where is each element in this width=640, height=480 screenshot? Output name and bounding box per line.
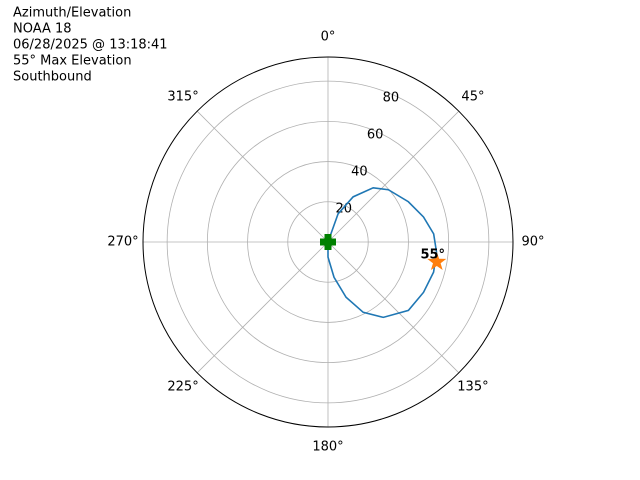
theta-tick-label: 0°: [321, 30, 336, 45]
r-tick-label: 60: [367, 127, 384, 142]
start-marker: [320, 234, 336, 250]
title-line: Southbound: [13, 70, 92, 85]
theta-tick-label: 180°: [312, 440, 343, 455]
title-line: 06/28/2025 @ 13:18:41: [13, 38, 168, 53]
theta-tick-label: 90°: [521, 235, 544, 250]
r-tick-label: 80: [383, 90, 400, 105]
title-line: 55° Max Elevation: [13, 54, 132, 69]
theta-tick-label: 315°: [167, 90, 198, 105]
theta-tick-label: 225°: [167, 379, 198, 394]
theta-tick-label: 270°: [107, 235, 138, 250]
polar-frame: [142, 56, 514, 428]
theta-tick-label: 135°: [457, 379, 488, 394]
grid-spoke: [327, 241, 460, 374]
max-marker: [427, 251, 447, 271]
grid-spoke: [196, 241, 329, 374]
max-label: 55°: [420, 247, 445, 262]
grid-spoke: [196, 110, 329, 243]
title-line: Azimuth/Elevation: [13, 6, 131, 21]
r-tick-label: 40: [351, 164, 368, 179]
grid-spoke: [327, 110, 460, 243]
theta-tick-label: 45°: [461, 90, 484, 105]
title-line: NOAA 18: [13, 22, 72, 37]
